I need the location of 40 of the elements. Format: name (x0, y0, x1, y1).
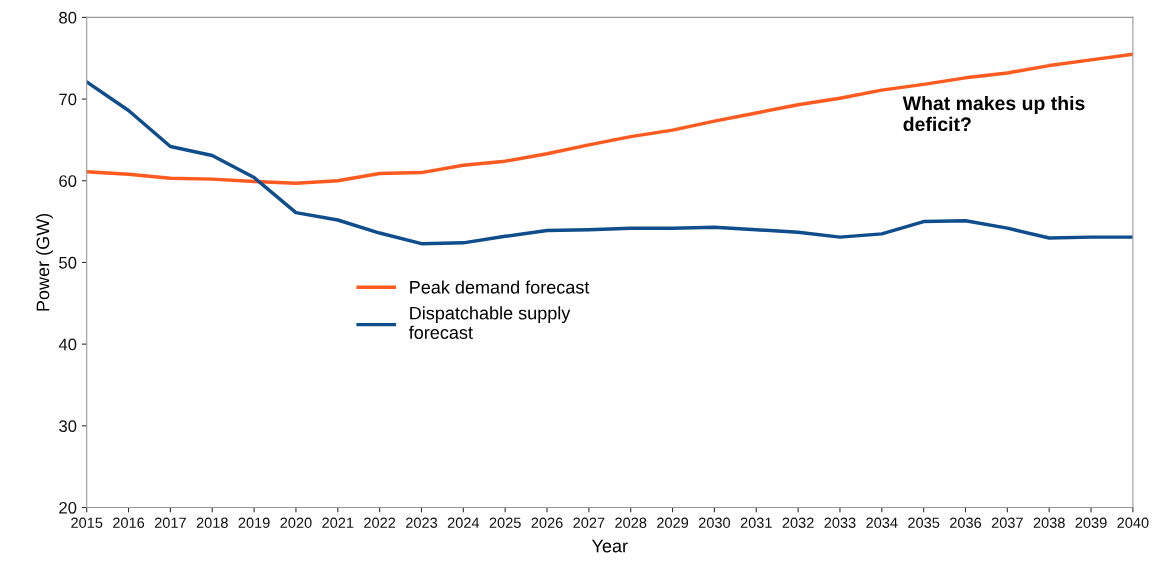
x-tick-label: 2025 (489, 517, 521, 528)
x-tick-label: 2015 (71, 517, 103, 528)
x-tick-label: 2034 (866, 517, 898, 528)
x-tick-label: 2040 (1117, 517, 1149, 528)
x-tick-label: 2026 (531, 517, 563, 528)
x-tick-label: 2030 (698, 517, 731, 528)
y-tick-label: 70 (59, 93, 77, 106)
x-tick-label: 2038 (1033, 517, 1065, 528)
x-tick-label: 2023 (405, 517, 438, 528)
y-tick-label: 50 (59, 256, 77, 269)
x-axis-title: Year (591, 539, 628, 553)
y-axis-title: Power (GW) (36, 213, 53, 311)
x-tick-label: 2027 (573, 517, 605, 528)
line-series (86, 80, 1133, 246)
x-tick-label: 2029 (657, 517, 689, 528)
legend-label: Dispatchable supply forecast (409, 306, 571, 339)
y-tick-label: 20 (59, 501, 77, 514)
x-tick-label: 2021 (322, 517, 354, 528)
x-tick-label: 2022 (364, 517, 396, 528)
x-tick-label: 2017 (154, 517, 186, 528)
y-tick-label: 40 (58, 338, 77, 351)
line-series (86, 52, 1133, 185)
x-tick-label: 2037 (991, 517, 1023, 528)
x-tick-label: 2039 (1075, 517, 1107, 528)
y-tick-label: 30 (59, 420, 77, 433)
x-tick-label: 2019 (238, 517, 270, 528)
x-tick-label: 2033 (824, 517, 856, 528)
x-tick-label: 2035 (908, 517, 940, 528)
x-tick-label: 2032 (782, 517, 814, 528)
x-tick-label: 2016 (113, 517, 145, 528)
x-tick-label: 2024 (447, 517, 480, 528)
x-tick-label: 2028 (615, 517, 647, 528)
x-tick-label: 2036 (950, 517, 982, 528)
x-tick-label: 2031 (740, 517, 772, 528)
y-tick-label: 60 (59, 175, 77, 187)
x-tick-label: 2018 (196, 517, 228, 528)
y-tick-label: 80 (59, 11, 77, 24)
legend-label: Peak demand forecast (410, 280, 590, 294)
annotation: What makes up this deficit? (902, 95, 1085, 132)
x-tick-label: 2020 (280, 517, 312, 528)
